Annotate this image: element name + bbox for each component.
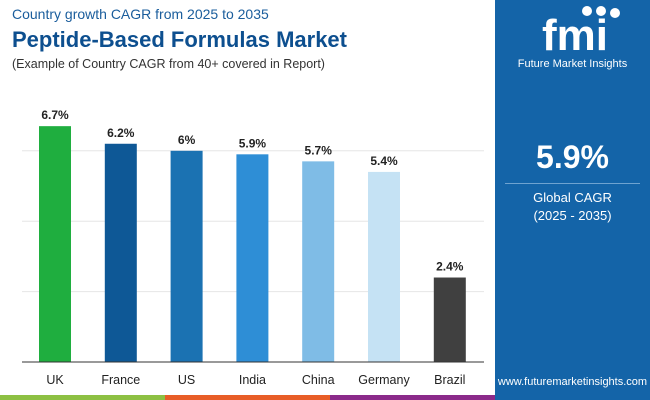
data-label: 6.7% [41, 108, 69, 122]
divider [505, 183, 640, 184]
bar-uk [39, 126, 71, 362]
cagr-label: Global CAGR [533, 190, 612, 205]
brand-name: Future Market Insights [517, 58, 628, 70]
logo-text: fmi [542, 11, 608, 54]
globe-icon [596, 6, 606, 16]
x-tick-label: China [302, 373, 335, 387]
data-label: 5.9% [239, 136, 267, 150]
summary-panel: fmi Future Market Insights 5.9% Global C… [495, 0, 650, 400]
x-tick-label: Brazil [434, 373, 465, 387]
chart-subtitle: (Example of Country CAGR from 40+ covere… [12, 57, 325, 71]
chart-supertitle: Country growth CAGR from 2025 to 2035 [12, 6, 269, 22]
globe-icon [610, 8, 620, 18]
bar-germany [368, 171, 400, 362]
fmi-logo: fmi [542, 6, 620, 54]
cagr-period: (2025 - 2035) [533, 208, 612, 223]
stripe-orange [165, 395, 330, 400]
x-tick-label: India [239, 373, 266, 387]
globe-icon [582, 6, 592, 16]
bar-china [302, 161, 335, 362]
data-label: 5.4% [370, 154, 398, 168]
bar-france [104, 143, 137, 362]
global-cagr-value: 5.9% [536, 139, 609, 175]
bar-us [170, 150, 203, 362]
data-label: 5.7% [305, 143, 333, 157]
bar-india [236, 154, 269, 362]
x-tick-label: Germany [358, 373, 410, 387]
bar-brazil [433, 277, 466, 362]
global-cagr-label: Global CAGR (2025 - 2035) [495, 189, 650, 225]
data-label: 6.2% [107, 126, 135, 140]
stripe-purple [330, 395, 495, 400]
website-link[interactable]: www.futuremarketinsights.com [497, 376, 648, 388]
data-label: 6% [178, 133, 196, 147]
x-tick-label: France [101, 373, 140, 387]
x-tick-label: US [178, 373, 195, 387]
data-label: 2.4% [436, 260, 464, 274]
x-tick-label: UK [46, 373, 64, 387]
bar-chart: 6.7% UK 6.2% France 6% US 5.9% India 5.7% China 5.… [22, 108, 484, 387]
stripe-green [0, 395, 165, 400]
chart-title: Peptide-Based Formulas Market [12, 27, 347, 52]
